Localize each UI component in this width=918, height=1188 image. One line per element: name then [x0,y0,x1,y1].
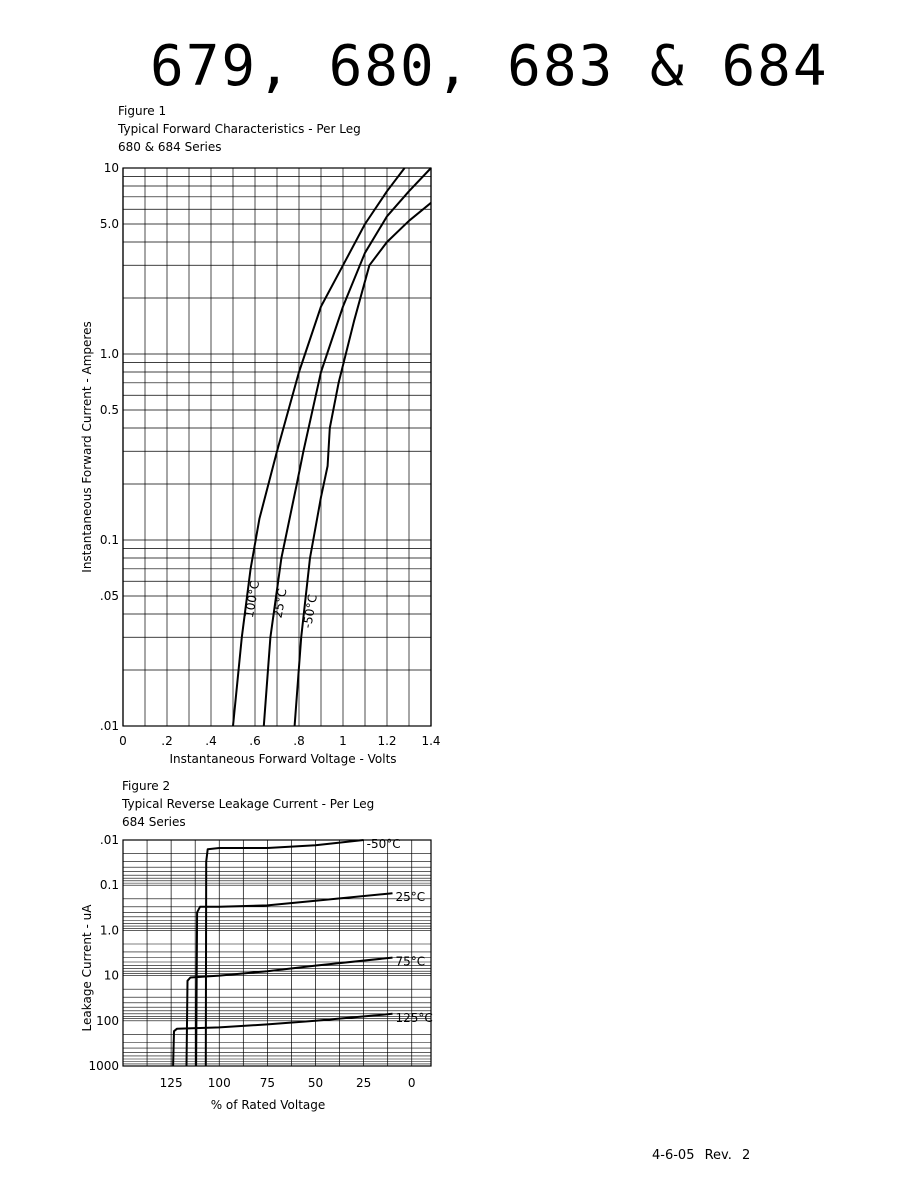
figure2-series-line [195,892,393,1067]
figure1-series-label: 100°C [242,580,262,619]
figure1-label: Figure 1 [118,104,167,118]
figure1-x-tick-label: 0 [119,734,127,748]
figure2-series-label: -50°C [367,837,401,851]
figure2-y-tick-label: 1.0 [100,923,119,937]
figure2-frame [122,839,432,1067]
figure2-x-tick-label: 75 [260,1076,275,1090]
figure1-title: Typical Forward Characteristics - Per Le… [118,122,361,136]
figure1-grid [122,167,432,727]
figure2-x-tick-label: 50 [308,1076,323,1090]
figure2-grid [122,839,432,1067]
figure2-series-label: 75°C [396,955,426,969]
figure1-y-tick-label: 5.0 [100,217,119,231]
figure1-y-tick-label: 1.0 [100,347,119,361]
figure1-x-tick-label: 1.4 [421,734,440,748]
figure2-label: Figure 2 [122,779,171,793]
figure1-x-tick-label: 1.2 [377,734,396,748]
figure1-x-tick-label: .8 [293,734,304,748]
figure1-series-line [262,167,432,727]
figure1-x-tick-label: .6 [249,734,260,748]
revision-note: 4-6-05 Rev. 2 [652,1148,751,1163]
figure2-y-tick-label: 100 [96,1014,119,1028]
figure2-caption: Figure 2 Typical Reverse Leakage Current… [122,777,374,831]
figure2-series-line [185,956,393,1067]
figure1-subtitle: 680 & 684 Series [118,140,222,154]
figure1-y-tick-label: 0.1 [100,533,119,547]
figure1-y-tick-label: .05 [100,589,119,603]
figure1-curves: 100°C 25°C -50°C [232,167,432,727]
figure1-series-label: 25°C [271,587,290,619]
figure1-x-tick-label: .2 [161,734,172,748]
figure2-y-tick-label: .01 [100,833,119,847]
figure2-series-line [204,839,364,1067]
figure1-x-tick-label: .4 [205,734,216,748]
figure2-x-axis-label: % of Rated Voltage [211,1098,326,1112]
figure2-series-label: 125°C [396,1011,433,1025]
figure2-title: Typical Reverse Leakage Current - Per Le… [122,797,375,811]
figure1-y-axis-label: Instantaneous Forward Current - Amperes [80,321,94,572]
figure1-series-line [232,167,406,727]
figure1-y-tick-label: 0.5 [100,403,119,417]
figure1-series-line [293,202,432,727]
figure2-subtitle: 684 Series [122,815,186,829]
figure1-y-tick-label: 10 [104,161,119,175]
figure1-x-axis-label: Instantaneous Forward Voltage - Volts [169,752,396,766]
figure1-x-tick-label: 1 [339,734,347,748]
figure1-y-tick-label: .01 [100,719,119,733]
figure2-x-tick-label: 100 [208,1076,231,1090]
figure2-y-axis-label: Leakage Current - uA [80,904,94,1032]
figure1-tick-labels: 0 .2 .4 .6 .8 1 1.2 1.4 .01 .05 0.1 0.5 1.0 5.0 10 [100,161,441,748]
figure2-x-tick-label: 125 [160,1076,183,1090]
figure2-series-label: 25°C [396,890,426,904]
page-title: 679, 680, 683 & 684 [150,34,829,99]
figure2-x-tick-label: 0 [408,1076,416,1090]
figure2-tick-labels: 125 100 75 50 25 0 .01 0.1 1.0 10 100 1000 [88,833,415,1090]
figure1-series-label: -50°C [300,593,320,629]
figure2-curves: -50°C 25°C 75°C 125°C [172,837,433,1067]
figure2-x-tick-label: 25 [356,1076,371,1090]
figure2-y-tick-label: 1000 [88,1059,119,1073]
figure2-y-tick-label: 10 [104,969,119,983]
figure2-series-line [172,1012,393,1067]
figure1-caption: Figure 1 Typical Forward Characteristics… [118,102,361,156]
figure1-frame [122,167,432,727]
figure2-y-tick-label: 0.1 [100,878,119,892]
